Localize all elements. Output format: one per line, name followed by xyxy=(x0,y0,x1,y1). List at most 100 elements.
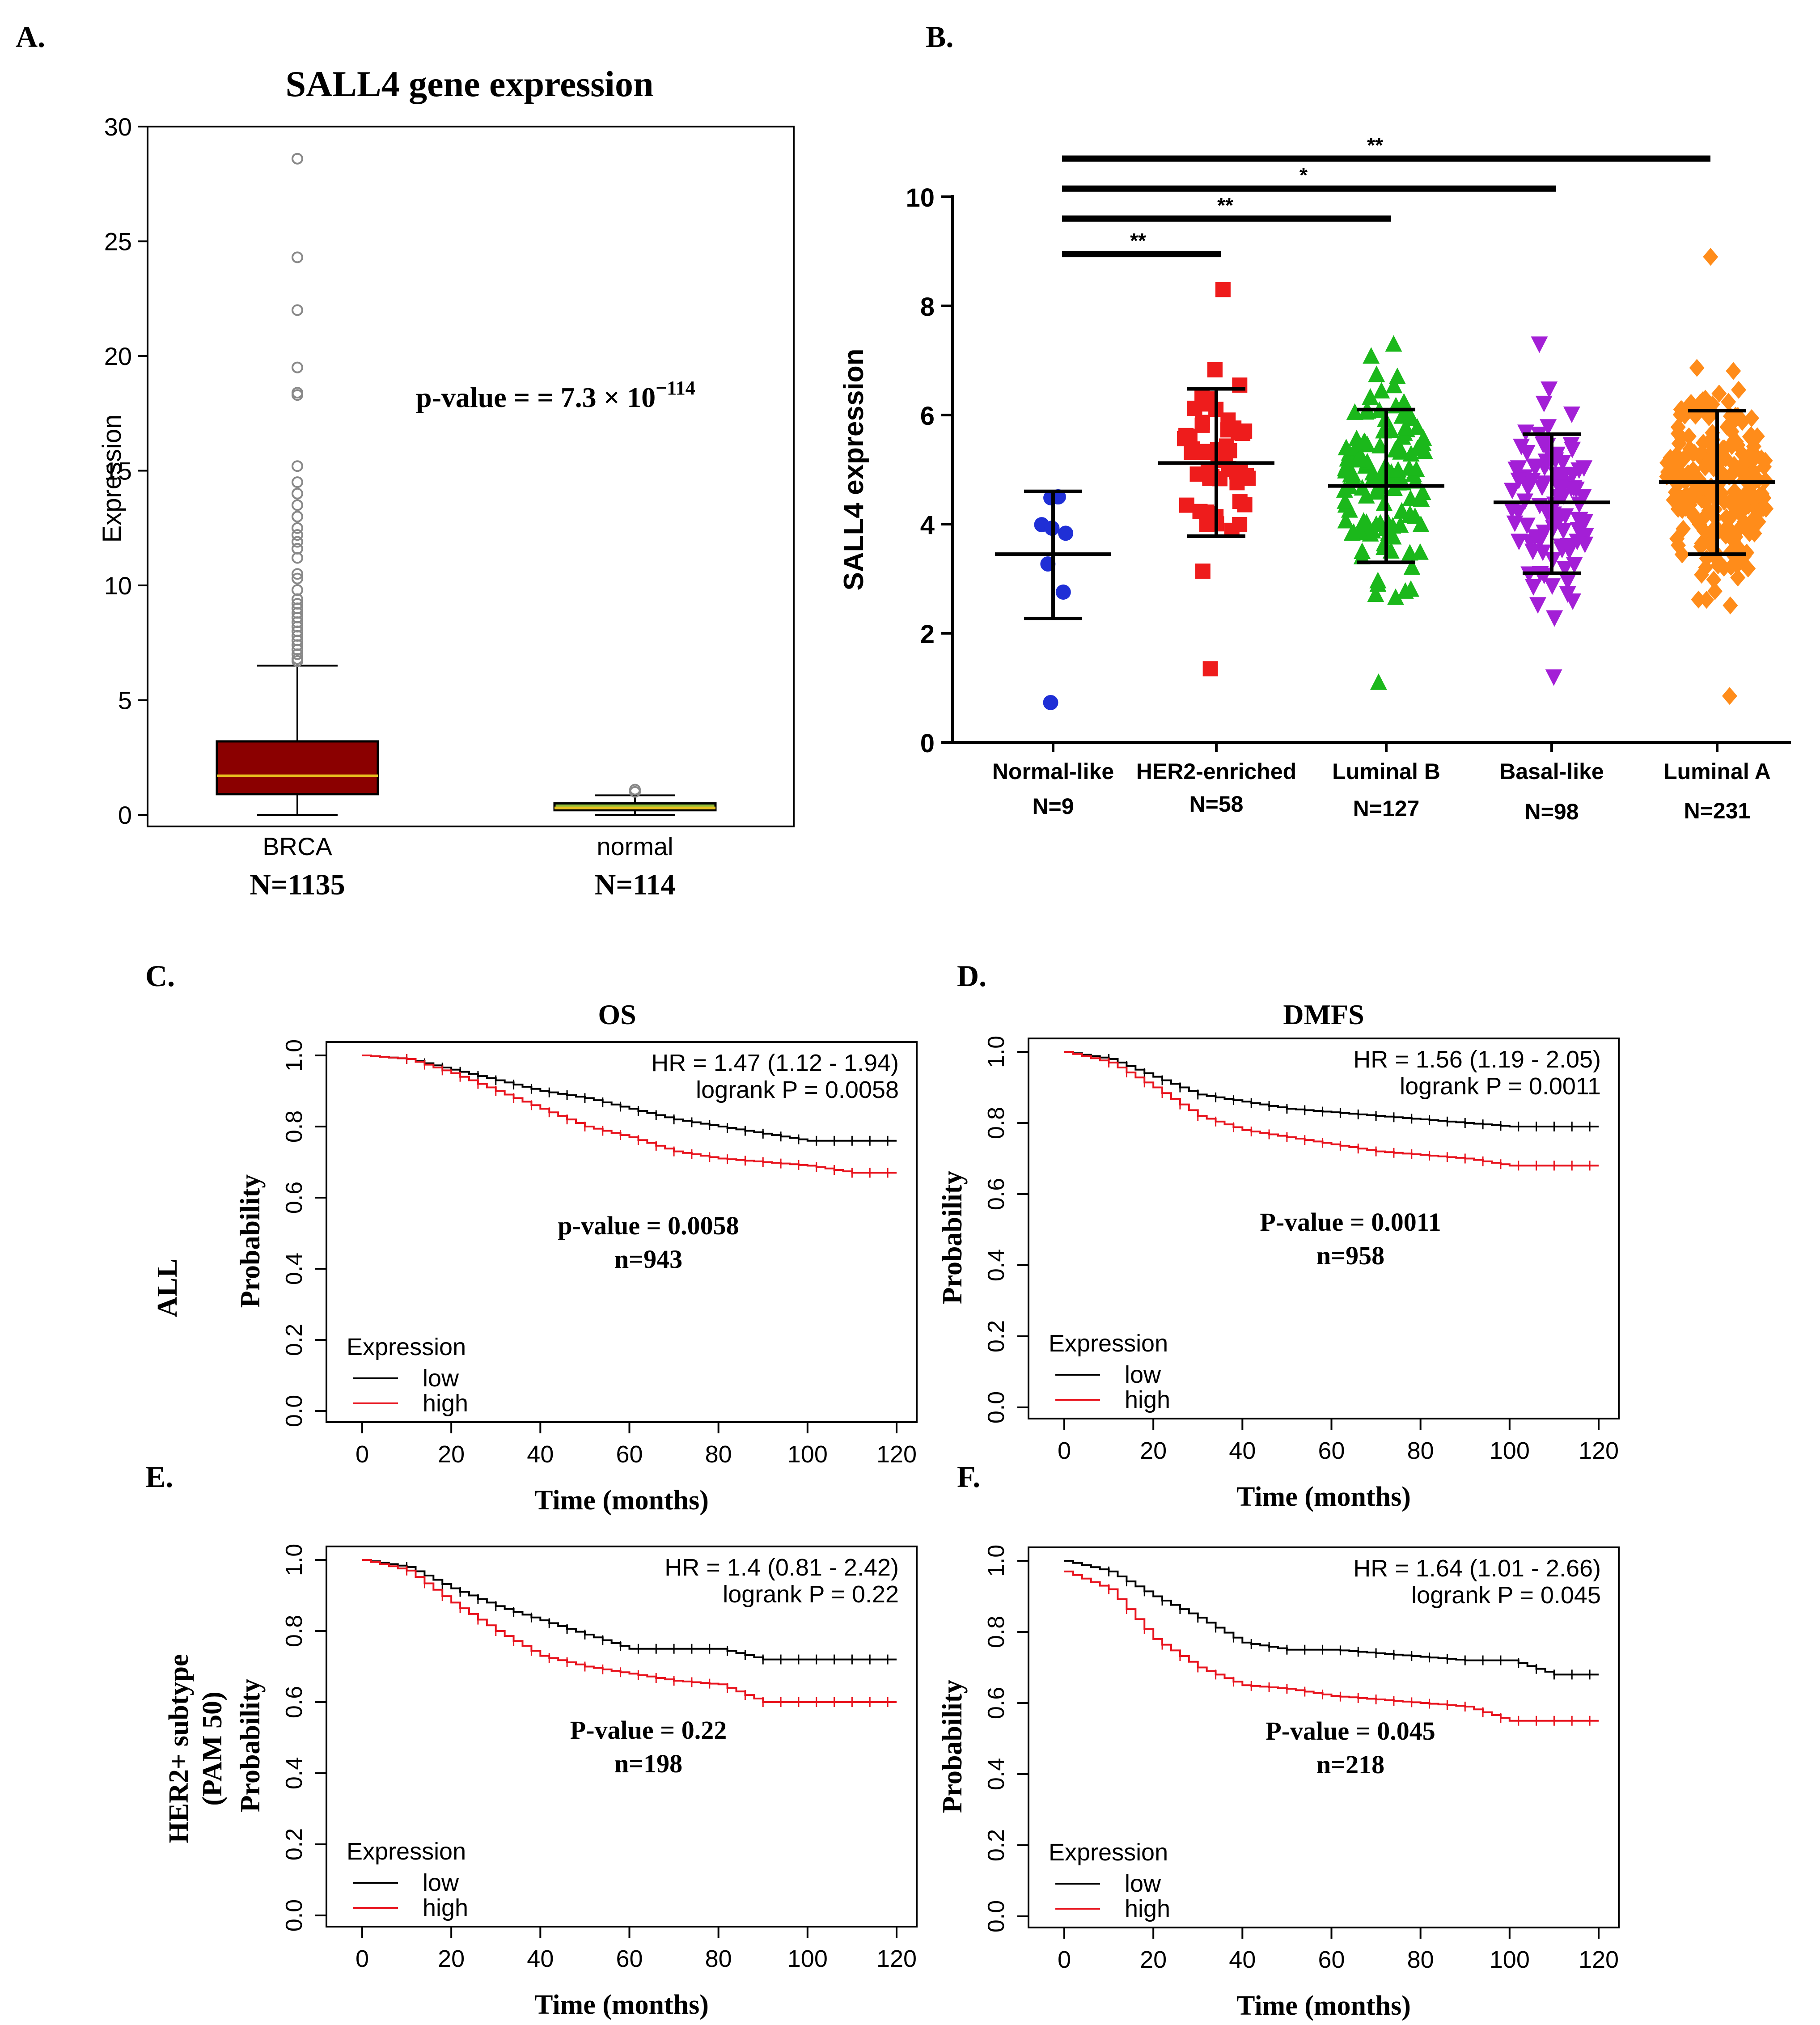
x-tick-label: 120 xyxy=(1579,1437,1619,1464)
y-tick-label: 0.2 xyxy=(281,1828,307,1860)
row-label-line: HER2+ subtype xyxy=(164,1654,194,1843)
panel-label-d: D. xyxy=(957,959,986,993)
significance-label: ** xyxy=(1217,194,1233,217)
logrank-text: logrank P = 0.045 xyxy=(1411,1582,1601,1609)
y-tick-label: 0.8 xyxy=(281,1110,307,1143)
x-tick-label: 80 xyxy=(1407,1437,1434,1464)
outlier-point xyxy=(292,476,303,488)
data-point xyxy=(1674,545,1690,563)
x-tick-label: 100 xyxy=(787,1945,828,1972)
data-point xyxy=(1707,508,1723,527)
y-tick-label-a: 0 xyxy=(118,801,132,829)
outlier-point xyxy=(292,251,303,263)
data-point xyxy=(1237,423,1253,439)
data-point xyxy=(1055,584,1071,600)
n-label-a: N=114 xyxy=(595,868,676,901)
data-point xyxy=(1536,475,1553,492)
data-point xyxy=(1510,472,1528,489)
p-value-text: P-value = 0.22 xyxy=(570,1716,727,1745)
x-tick-label: 120 xyxy=(876,1441,917,1468)
legend-label-high: high xyxy=(423,1894,468,1921)
data-point xyxy=(1706,571,1722,589)
panel-label-a: A. xyxy=(16,20,45,54)
data-point xyxy=(1358,487,1375,504)
data-point xyxy=(1518,517,1536,534)
data-point xyxy=(1531,336,1548,353)
data-point xyxy=(1347,438,1364,455)
y-tick-label: 1.0 xyxy=(983,1036,1009,1068)
legend-title: Expression xyxy=(347,1334,466,1360)
data-point xyxy=(1058,525,1074,541)
data-point xyxy=(1746,450,1762,468)
data-point xyxy=(1201,391,1216,407)
n-label-b: N=127 xyxy=(1353,796,1420,821)
data-point xyxy=(1368,482,1385,499)
data-point xyxy=(1391,440,1409,457)
n-label-b: N=9 xyxy=(1032,794,1074,819)
y-tick-label-a: 15 xyxy=(104,457,132,485)
y-tick-label: 1.0 xyxy=(281,1039,307,1072)
data-point xyxy=(1687,466,1702,484)
data-point xyxy=(1194,415,1210,430)
outlier-point xyxy=(292,568,303,580)
data-point xyxy=(1745,486,1761,504)
data-point xyxy=(1686,444,1702,462)
x-tick-label: 0 xyxy=(1058,1946,1071,1973)
data-point xyxy=(1385,335,1402,352)
data-point xyxy=(1743,426,1759,445)
y-axis-label-a: Expression xyxy=(97,415,127,543)
data-point xyxy=(1527,529,1544,546)
logrank-text: logrank P = 0.22 xyxy=(723,1581,899,1608)
panel-label-b: B. xyxy=(926,20,953,54)
data-point xyxy=(1720,524,1735,542)
data-point xyxy=(1746,462,1761,480)
data-point xyxy=(1237,497,1253,513)
outlier-point xyxy=(292,389,303,401)
data-point xyxy=(1386,479,1403,496)
data-point xyxy=(1364,464,1381,481)
data-point xyxy=(1387,588,1404,605)
y-tick-label: 0.8 xyxy=(281,1615,307,1647)
data-point xyxy=(1731,381,1747,399)
data-point xyxy=(1545,506,1562,523)
data-point xyxy=(1528,458,1545,475)
data-point xyxy=(1370,673,1387,690)
x-tick-label: 100 xyxy=(1490,1946,1530,1973)
outlier-point xyxy=(292,529,303,541)
data-point xyxy=(1563,407,1580,424)
data-point xyxy=(1682,496,1698,514)
significance-label: ** xyxy=(1130,229,1146,252)
x-tick-label-a: normal xyxy=(597,832,673,860)
x-tick-label: 40 xyxy=(1229,1946,1256,1973)
outlier-point xyxy=(292,511,303,523)
data-point xyxy=(1200,462,1216,478)
row-label-all: ALL xyxy=(151,1258,183,1318)
outlier-point xyxy=(292,304,303,316)
data-point xyxy=(1184,445,1199,460)
p-value-exponent: −114 xyxy=(656,377,695,399)
data-point xyxy=(1043,695,1058,710)
x-tick-label: 20 xyxy=(1140,1437,1167,1464)
data-point xyxy=(1723,543,1739,561)
data-point xyxy=(1711,384,1727,402)
data-point xyxy=(1735,412,1750,430)
data-point xyxy=(1393,502,1410,519)
data-point xyxy=(1694,566,1710,584)
data-point xyxy=(1552,479,1570,496)
x-tick-label: 20 xyxy=(438,1945,465,1972)
x-axis-label: Time (months) xyxy=(1236,1482,1411,1512)
data-point xyxy=(1721,393,1736,411)
data-point xyxy=(1687,508,1702,526)
outlier-point xyxy=(292,487,303,500)
y-tick-label: 0.4 xyxy=(281,1253,307,1285)
n-text: n=958 xyxy=(1316,1241,1384,1270)
y-tick-label-a: 5 xyxy=(118,686,132,715)
data-point xyxy=(1544,578,1561,595)
x-tick-label-a: BRCA xyxy=(262,832,332,860)
x-tick-label: 40 xyxy=(527,1441,554,1468)
y-axis-label: Probability xyxy=(937,1680,968,1813)
y-tick-label: 0.2 xyxy=(983,1320,1009,1352)
data-point xyxy=(1337,512,1354,529)
y-tick-label: 1.0 xyxy=(983,1545,1009,1577)
significance-label: * xyxy=(1299,164,1308,187)
